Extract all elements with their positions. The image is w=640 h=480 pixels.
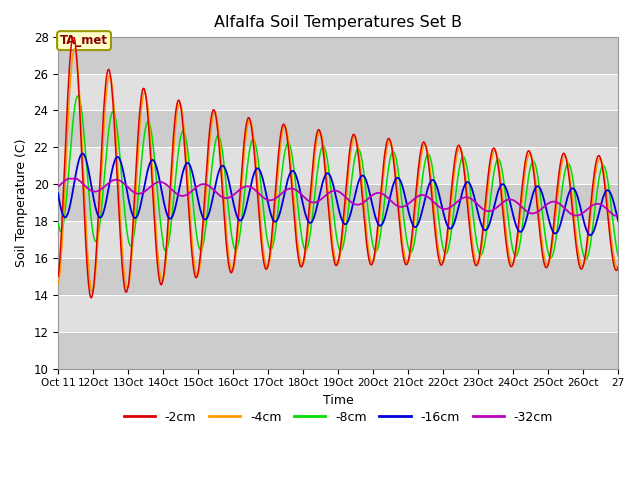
Title: Alfalfa Soil Temperatures Set B: Alfalfa Soil Temperatures Set B xyxy=(214,15,462,30)
Bar xyxy=(58,184,618,221)
Bar xyxy=(58,295,618,332)
Text: TA_met: TA_met xyxy=(60,34,108,47)
Y-axis label: Soil Temperature (C): Soil Temperature (C) xyxy=(15,138,28,267)
Bar xyxy=(58,332,618,369)
Bar xyxy=(58,147,618,184)
Bar xyxy=(58,37,618,73)
X-axis label: Time: Time xyxy=(323,394,354,407)
Bar xyxy=(58,110,618,147)
Bar xyxy=(58,221,618,258)
Bar xyxy=(58,73,618,110)
Legend: -2cm, -4cm, -8cm, -16cm, -32cm: -2cm, -4cm, -8cm, -16cm, -32cm xyxy=(118,406,558,429)
Bar xyxy=(58,258,618,295)
